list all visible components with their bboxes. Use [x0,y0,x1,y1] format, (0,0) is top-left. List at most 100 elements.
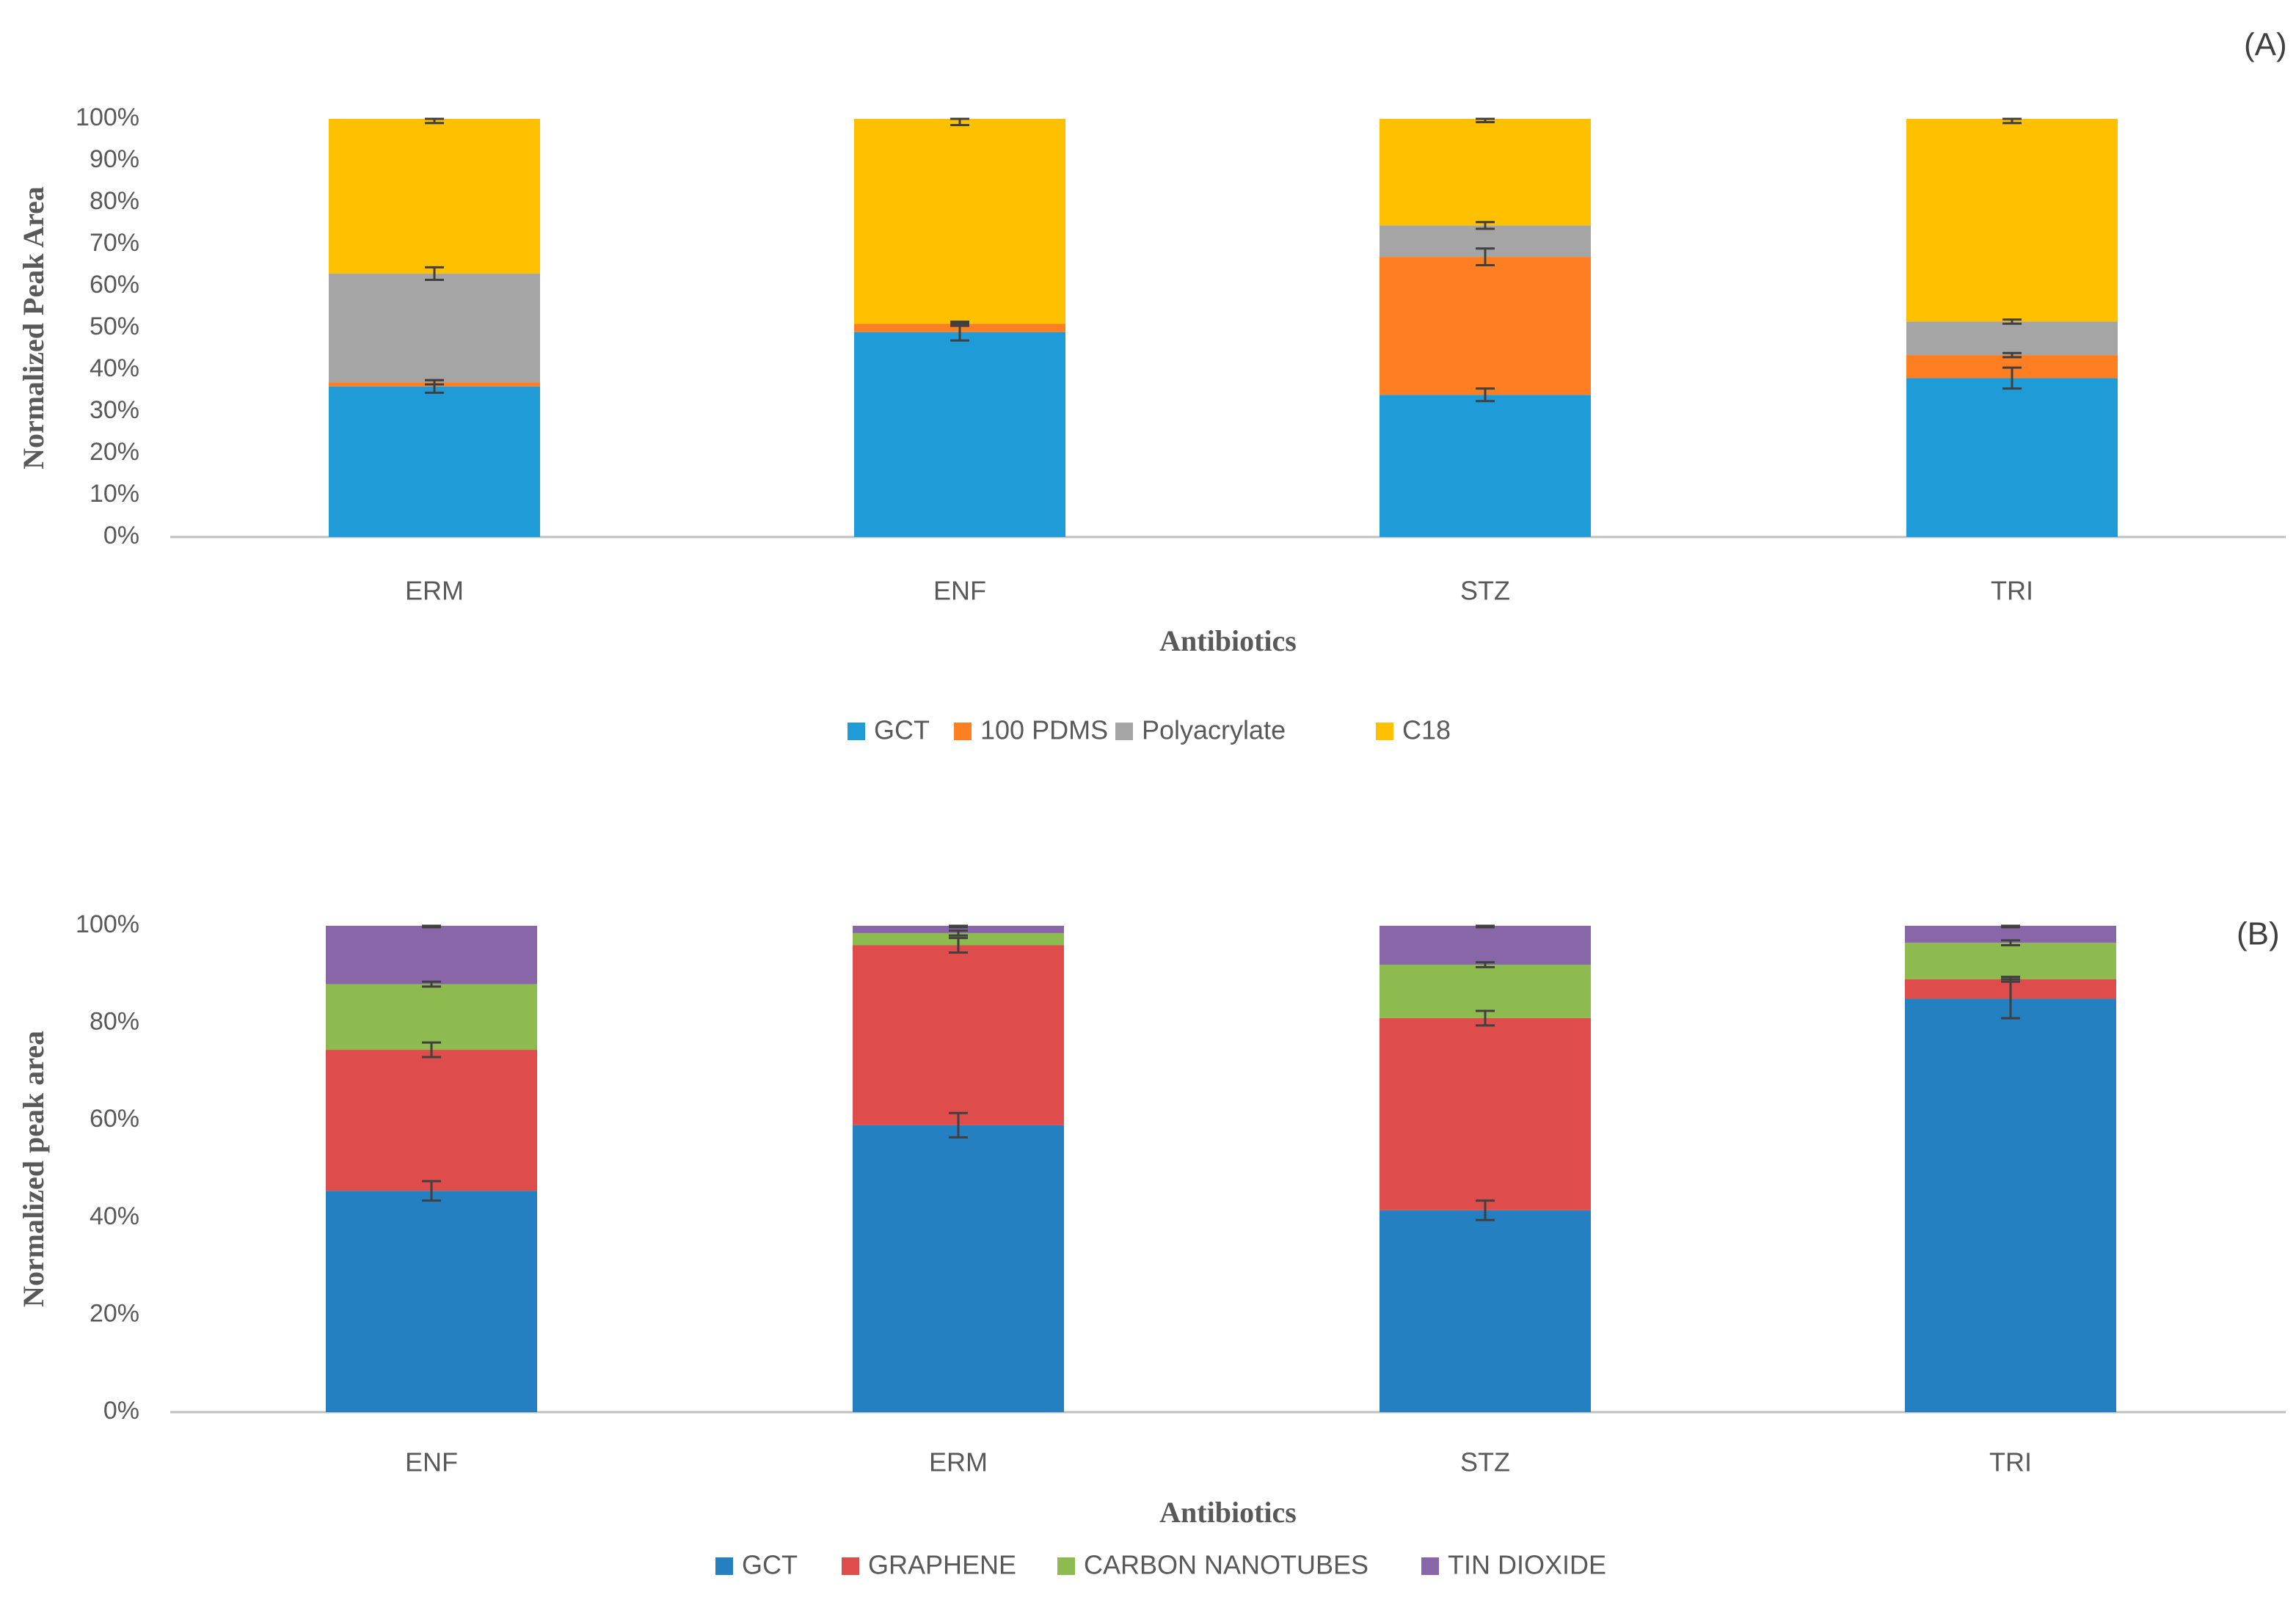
error-bar-erm-tin-dioxide [949,924,968,929]
legend-swatch-gct [848,723,865,740]
bar-enf-gct [326,1191,537,1412]
legend-swatch-c18 [1376,723,1393,740]
error-bar-stz-polyacrylate [1476,221,1495,230]
chart-panel-b: (B) 0% 20% 40% 60% 80% 100% ENF ERM STZ TRI Antibio… [17,910,2286,1580]
error-bar-tri-graphene [2001,976,2020,983]
bar-stz-carbon-nanotubes [1380,965,1591,1018]
legend-swatch-carbon-nanotubes [1057,1557,1075,1575]
bar-tri-gct [1905,998,2116,1412]
bar-erm-polyacrylate [329,273,540,383]
y-axis-title: Normalized Peak Area [17,186,50,469]
bar-tri-c18 [1906,119,2118,322]
error-bar-enf-graphene [422,1041,441,1059]
bar-stz-gct [1380,1210,1591,1412]
y-tick-label: 100% [76,103,139,131]
error-bar-tri-c18 [2002,117,2022,125]
error-bar-erm-gct [949,1111,968,1139]
legend-label: CARBON NANOTUBES [1084,1550,1369,1580]
legend-swatch-polyacrylate [1115,723,1133,740]
y-tick-label: 70% [90,229,139,257]
category-label: TRI [1989,1447,2032,1477]
bar-stz-100-pdms [1380,257,1591,395]
legend: GCT 100 PDMS Polyacrylate C18 [848,715,1451,745]
bar-enf-gct [854,332,1065,537]
category-label: STZ [1460,576,1510,606]
error-bar-stz-tin-dioxide [1476,924,1495,929]
panel-label: (B) [2237,916,2280,952]
category-label: ERM [405,576,464,606]
x-axis-title: Antibiotics [1159,1496,1297,1529]
bar-erm-graphene [853,945,1064,1125]
error-bar-erm-graphene [949,937,968,954]
bar-tri-tin-dioxide [1905,926,2116,943]
error-bar-stz-100-pdms [1476,247,1495,266]
legend-label: GRAPHENE [868,1550,1016,1580]
y-tick-label: 40% [90,354,139,382]
bar-enf-tin-dioxide [326,926,537,984]
legend-label: GCT [874,715,930,745]
chart-panel-a: (A) 0% 10% 20% 30% 40% 50% 60% 70% 80% 90% 100% ERM E… [17,27,2286,745]
legend-swatch-graphene [842,1557,859,1575]
error-bar-enf-c18 [950,117,969,127]
error-bar-tri-polyacrylate [2002,318,2022,325]
bar-stz-graphene [1380,1017,1591,1210]
error-bar-tri-gct [2002,366,2022,390]
error-bar-erm-c18 [425,117,444,125]
bar-tri-gct [1906,378,2118,537]
y-tick-label: 0% [103,1397,139,1425]
x-axis-title: Antibiotics [1159,624,1297,657]
category-label: ENF [405,1447,458,1477]
y-tick-label: 90% [90,145,139,173]
bar-enf-c18 [854,119,1065,324]
bar-tri-carbon-nanotubes [1905,943,2116,979]
legend-swatch-tin-dioxide [1421,1557,1439,1575]
bar-tri-polyacrylate [1906,321,2118,356]
legend: GCT GRAPHENE CARBON NANOTUBES TIN DIOXIDE [715,1550,1606,1580]
bar-erm-gct [853,1125,1064,1412]
y-tick-label: 50% [90,313,139,340]
error-bar-stz-gct [1476,387,1495,403]
y-tick-label: 20% [90,438,139,466]
legend-swatch-100-pdms [954,723,972,740]
bar-enf-graphene [326,1050,537,1191]
legend-swatch-gct [715,1557,733,1575]
y-axis-title: Normalized peak area [17,1031,50,1307]
error-bar-erm-100-pdms [425,379,444,386]
y-tick-label: 80% [90,187,139,215]
error-bar-stz-c18 [1476,117,1495,124]
error-bar-stz-graphene [1476,1009,1495,1027]
legend-label: GCT [742,1550,798,1580]
error-bar-tri-100-pdms [2002,351,2022,359]
legend-label: TIN DIOXIDE [1448,1550,1606,1580]
legend-label: 100 PDMS [980,715,1108,745]
category-label: ERM [929,1447,988,1477]
error-bar-tri-carbon-nanotubes [2001,939,2020,947]
bar-erm-c18 [329,119,540,274]
error-bar-tri-tin-dioxide [2001,924,2020,929]
error-bar-stz-gct [1476,1199,1495,1221]
error-bar-erm-carbon-nanotubes [949,929,968,937]
y-tick-label: 20% [90,1299,139,1327]
category-label: ENF [933,576,986,606]
legend-label: C18 [1402,715,1451,745]
bar-enf-carbon-nanotubes [326,984,537,1050]
bar-stz-c18 [1380,119,1591,226]
y-tick-label: 60% [90,271,139,299]
y-tick-label: 100% [76,910,139,938]
error-bar-enf-100-pdms [950,320,969,327]
error-bar-enf-tin-dioxide [422,924,441,929]
bar-stz-gct [1380,395,1591,537]
y-tick-label: 0% [103,522,139,549]
error-bar-enf-carbon-nanotubes [422,980,441,988]
bar-erm-gct [329,386,540,537]
error-bar-stz-carbon-nanotubes [1476,961,1495,968]
y-tick-label: 40% [90,1202,139,1230]
bar-erm-tin-dioxide [853,926,1064,933]
error-bar-erm-polyacrylate [425,266,444,281]
y-tick-label: 10% [90,480,139,508]
panel-label: (A) [2244,27,2287,63]
y-tick-label: 80% [90,1008,139,1036]
bar-stz-tin-dioxide [1380,926,1591,965]
y-tick-label: 60% [90,1105,139,1133]
